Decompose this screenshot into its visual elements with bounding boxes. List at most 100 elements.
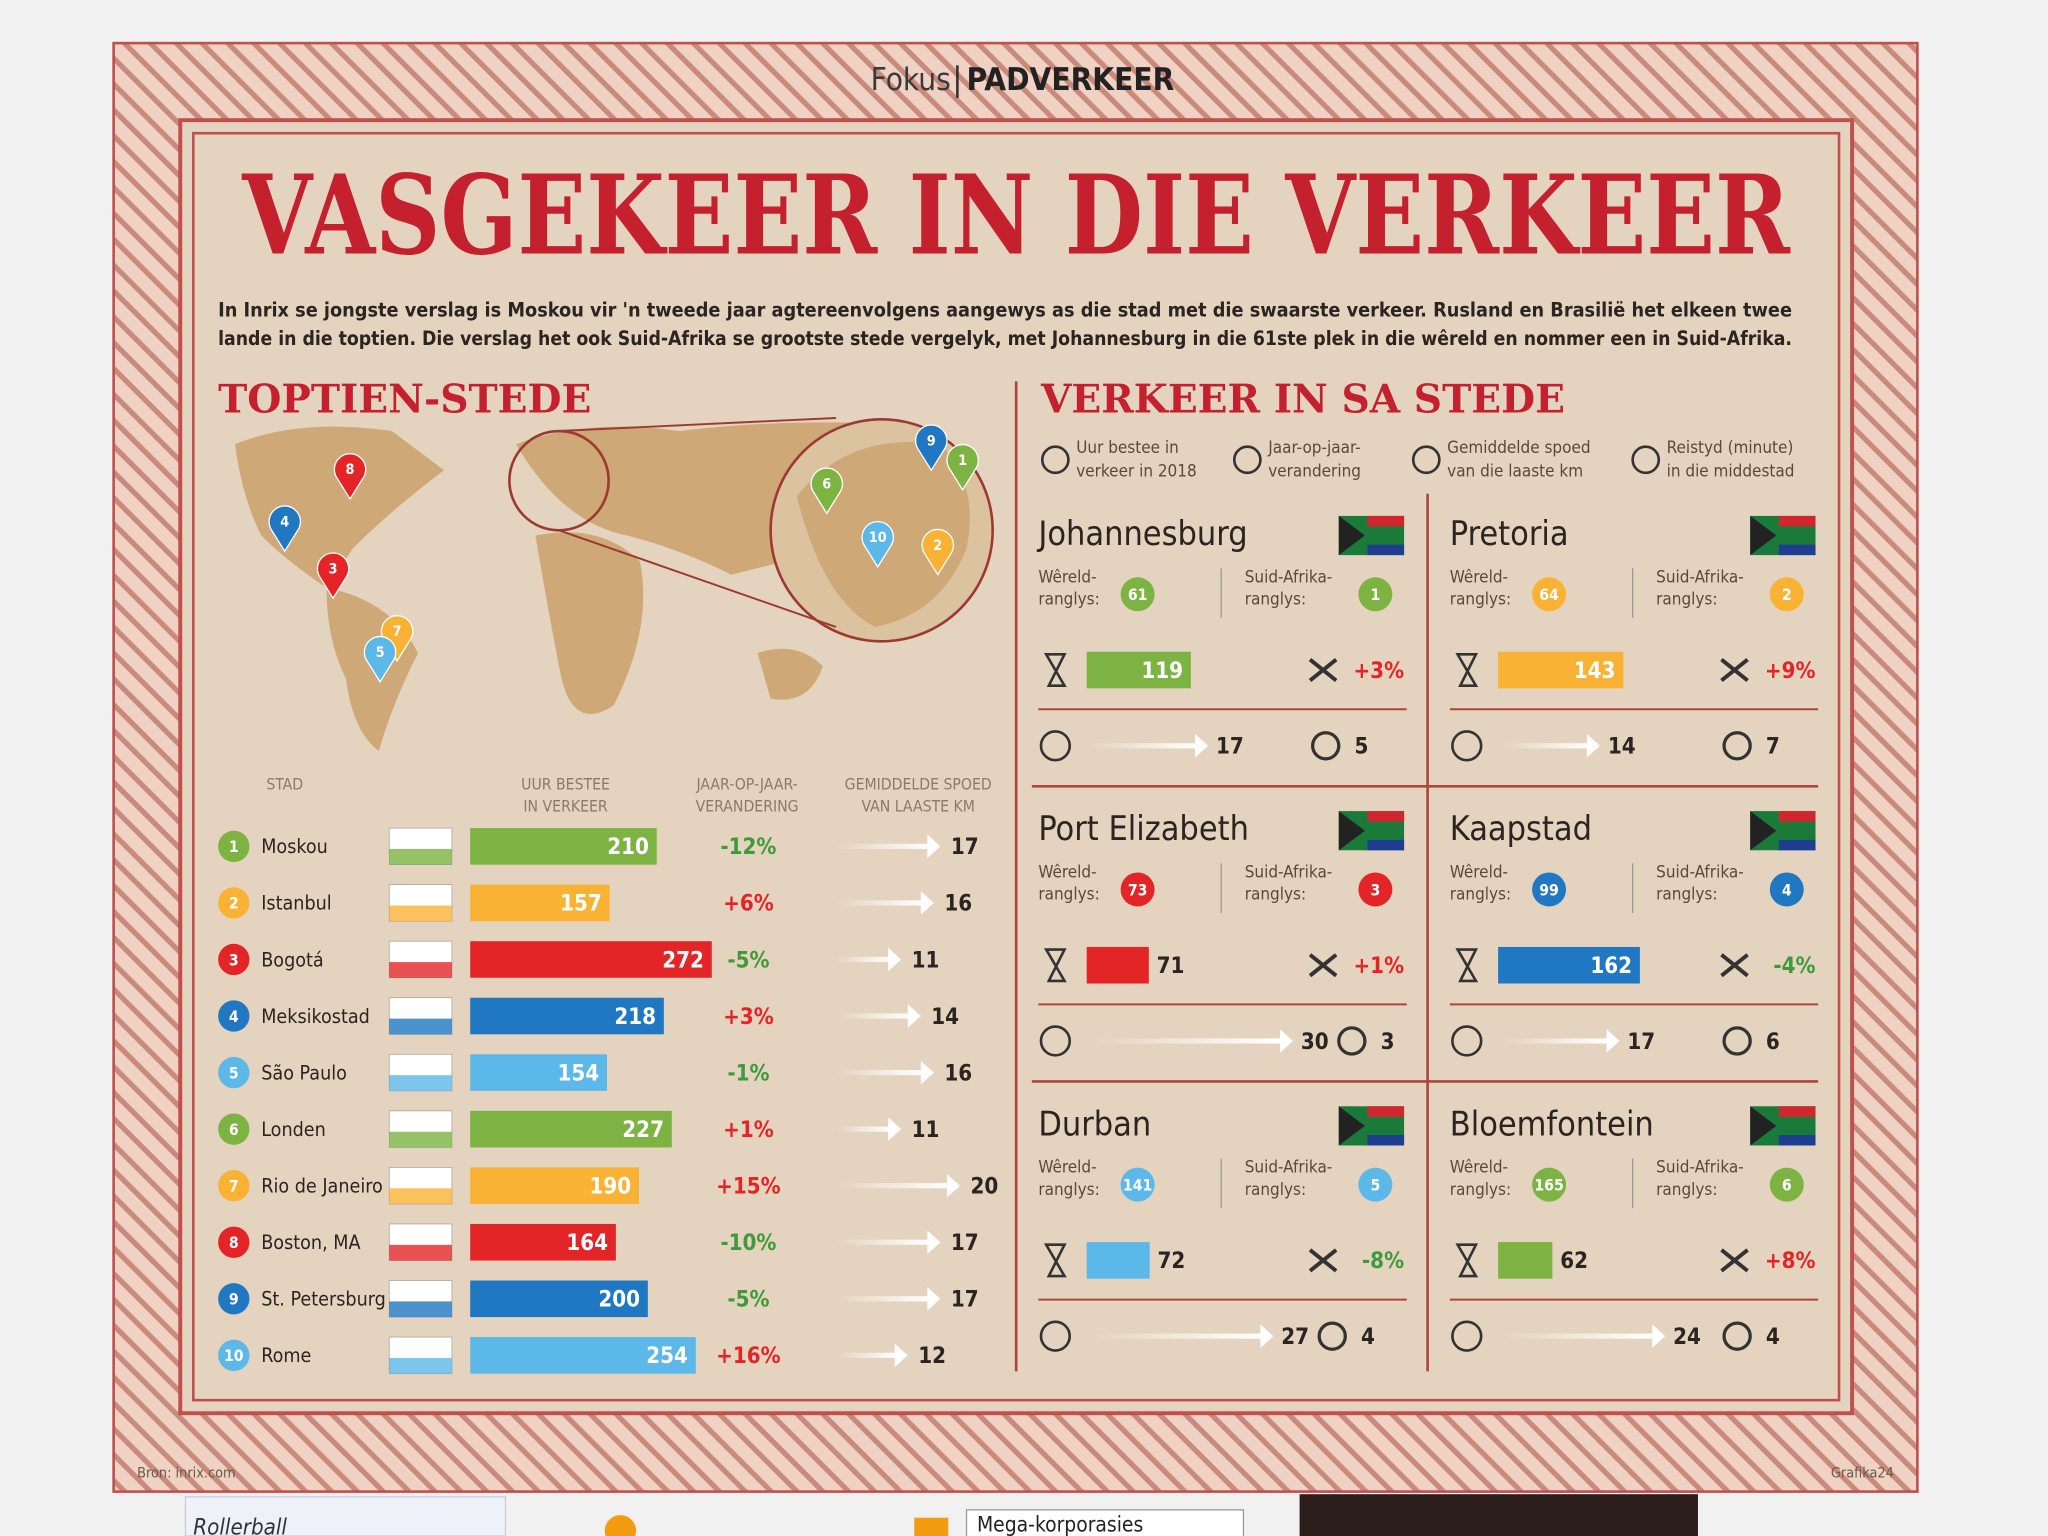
map-pin bbox=[946, 443, 979, 492]
speed: 17 bbox=[951, 1287, 979, 1313]
arrow-head bbox=[927, 834, 941, 859]
flag-stripe bbox=[389, 848, 452, 865]
speed-arrow bbox=[1502, 743, 1590, 749]
change: +9% bbox=[1765, 658, 1816, 684]
speed: 24 bbox=[1673, 1324, 1701, 1350]
change: +16% bbox=[716, 1343, 781, 1369]
column-header: UUR BESTEE bbox=[521, 774, 610, 793]
hours-bar bbox=[1498, 1242, 1553, 1279]
shuffle-icon bbox=[1308, 1248, 1338, 1273]
map-pin bbox=[380, 615, 414, 663]
hours-bar bbox=[470, 828, 657, 865]
city: Rome bbox=[261, 1344, 311, 1367]
hourglass-icon bbox=[1455, 653, 1479, 688]
pin-label: 7 bbox=[393, 624, 402, 640]
column-header: STAD bbox=[266, 774, 303, 793]
heading: TOPTIEN-STEDE bbox=[218, 376, 591, 422]
rank-badge bbox=[1532, 1167, 1567, 1202]
rank-badge bbox=[1120, 577, 1155, 612]
column-header: JAAR-OP-JAAR- bbox=[695, 774, 797, 793]
speed: 12 bbox=[918, 1343, 946, 1369]
stopwatch-icon bbox=[1337, 1026, 1367, 1056]
rank-label: Wêreld- bbox=[1450, 567, 1508, 587]
speed: 11 bbox=[912, 947, 940, 973]
change: +3% bbox=[1353, 658, 1404, 684]
speed-arrow bbox=[835, 1183, 950, 1189]
change: -1% bbox=[727, 1060, 769, 1086]
rank-badge bbox=[1120, 872, 1155, 907]
map-pin bbox=[363, 635, 397, 684]
speed-arrow bbox=[835, 843, 930, 849]
pin-label: 6 bbox=[822, 477, 831, 493]
flag-stripe bbox=[389, 905, 452, 922]
stopwatch-icon bbox=[1722, 1321, 1752, 1351]
flag-stripe bbox=[389, 1301, 452, 1318]
speed: 11 bbox=[912, 1117, 940, 1143]
rank: 5 bbox=[229, 1063, 239, 1082]
hours-label: 72 bbox=[1158, 1248, 1186, 1274]
rank-label: ranglys: bbox=[1450, 590, 1511, 610]
topic: PADVERKEER bbox=[967, 62, 1175, 98]
speed: 16 bbox=[944, 891, 972, 917]
flag-stripe bbox=[389, 1075, 452, 1091]
city-name: Johannesburg bbox=[1036, 514, 1247, 554]
rank-badge bbox=[218, 1113, 250, 1145]
arrow-head bbox=[888, 947, 902, 972]
column-header: GEMIDDELDE SPOED bbox=[845, 774, 992, 793]
hours-bar bbox=[1498, 651, 1624, 689]
change: +3% bbox=[723, 1004, 774, 1030]
arrow-head bbox=[1280, 1029, 1294, 1053]
rank-badge bbox=[218, 1170, 250, 1202]
rank-label: Wêreld- bbox=[1038, 1158, 1096, 1178]
hours-label: 227 bbox=[622, 1117, 664, 1143]
speed-arrow bbox=[1502, 1038, 1610, 1044]
flag-detail bbox=[1338, 515, 1365, 556]
hours-bar bbox=[470, 1337, 696, 1374]
hours-label: 143 bbox=[1574, 658, 1616, 684]
rank-label: ranglys: bbox=[1656, 1180, 1717, 1200]
flag-stripe bbox=[389, 1188, 452, 1204]
flag-detail bbox=[1338, 811, 1365, 851]
world-rank: 165 bbox=[1534, 1175, 1563, 1194]
world-rank: 64 bbox=[1539, 585, 1559, 604]
flag-stripe bbox=[1367, 544, 1405, 556]
map-pin bbox=[914, 424, 948, 472]
flag-stripe bbox=[389, 1357, 452, 1374]
hours-bar bbox=[1498, 946, 1640, 984]
rank-badge bbox=[218, 1339, 250, 1372]
flag-stripe bbox=[1367, 515, 1405, 527]
hours-label: 254 bbox=[646, 1343, 688, 1369]
arrow-head bbox=[1260, 1324, 1274, 1348]
speed-arrow bbox=[1090, 1038, 1283, 1044]
speed-icon bbox=[1451, 1320, 1483, 1352]
hours-label: 218 bbox=[614, 1004, 656, 1030]
rank-label: Suid-Afrika- bbox=[1245, 567, 1333, 587]
panel-border bbox=[192, 131, 1841, 1402]
pin-label: 3 bbox=[329, 561, 338, 577]
legend-text: verkeer in 2018 bbox=[1076, 462, 1196, 482]
city: St. Petersburg bbox=[261, 1288, 386, 1311]
hours-bar bbox=[470, 1280, 648, 1318]
rank-label: ranglys: bbox=[1038, 1180, 1099, 1200]
rank-badge bbox=[1769, 872, 1804, 907]
legend-text: in die middestad bbox=[1667, 462, 1795, 482]
rank-badge bbox=[218, 1000, 250, 1032]
flag-stripe bbox=[389, 1018, 452, 1035]
rank-badge bbox=[218, 1226, 250, 1258]
below-box bbox=[965, 1509, 1245, 1536]
pin-label: 9 bbox=[927, 433, 936, 449]
map-pin bbox=[921, 528, 955, 576]
speed: 17 bbox=[1216, 734, 1244, 760]
speed-icon bbox=[1039, 1025, 1072, 1057]
stopwatch-icon bbox=[1317, 1321, 1347, 1351]
stopwatch-icon bbox=[1722, 731, 1752, 761]
city-name: Kaapstad bbox=[1450, 809, 1592, 849]
change: +6% bbox=[723, 891, 774, 917]
hours-bar bbox=[470, 997, 664, 1035]
rank-badge bbox=[1769, 577, 1804, 612]
speed-arrow bbox=[835, 1352, 898, 1358]
change: +15% bbox=[716, 1174, 781, 1200]
pin-label: 8 bbox=[346, 462, 355, 478]
speed: 20 bbox=[970, 1174, 998, 1200]
